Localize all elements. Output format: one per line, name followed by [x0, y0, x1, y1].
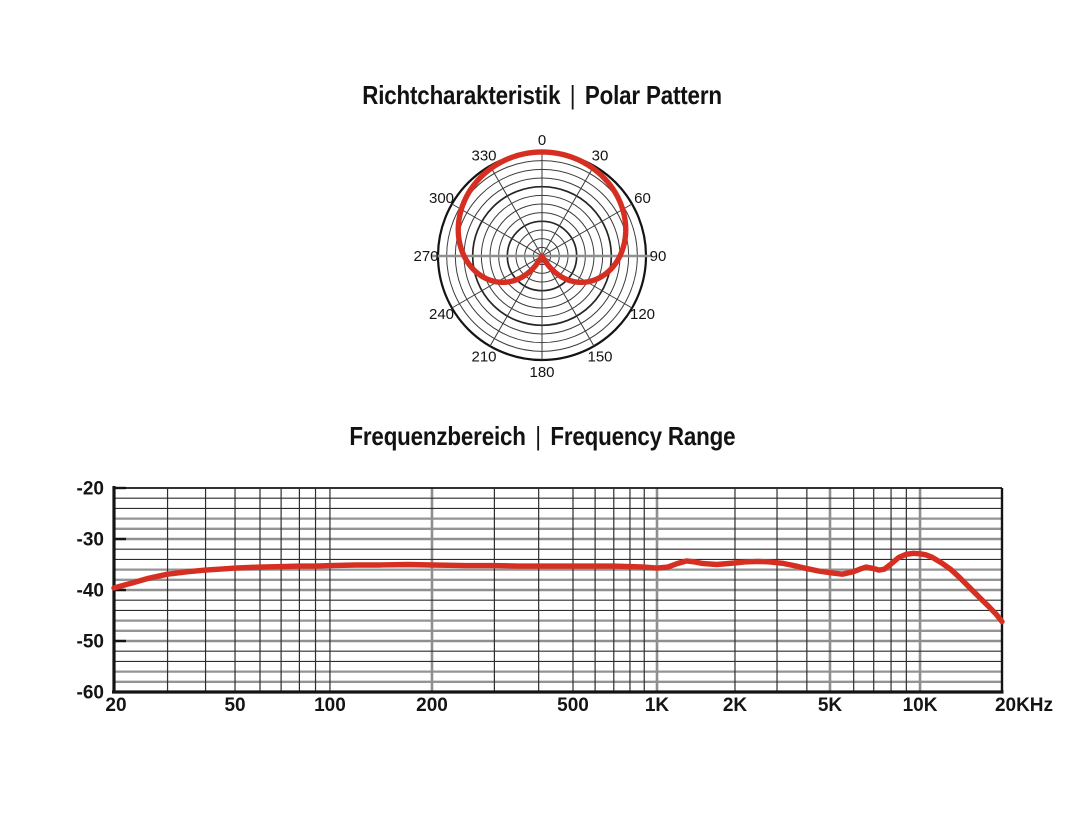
freq-title-german: Frequenzbereich	[349, 421, 527, 451]
polar-angle-label: 90	[650, 248, 667, 265]
polar-title-english: Polar Pattern	[585, 80, 723, 110]
polar-angle-label: 300	[429, 190, 454, 207]
polar-title-separator: |	[570, 80, 576, 110]
x-tick-label: 1K	[645, 695, 670, 716]
polar-angle-label: 240	[429, 306, 454, 323]
x-tick-label: 2K	[723, 695, 748, 716]
frequency-response-curve	[111, 550, 1005, 625]
x-tick-label: 20KHz	[995, 695, 1053, 716]
y-tick-label: -30	[77, 530, 104, 551]
x-tick-label: 50	[224, 695, 245, 716]
polar-angle-label: 0	[538, 132, 546, 149]
polar-angle-label: 210	[471, 349, 496, 366]
freq-grid-minor	[114, 487, 1002, 692]
polar-angle-label: 30	[592, 148, 609, 165]
polar-angle-labels: 0 30 60 90 120 150 180 210 240 270 300 330	[413, 132, 666, 381]
freq-title-english: Frequency Range	[550, 421, 736, 451]
y-tick-label: -40	[77, 581, 104, 602]
freq-title-separator: |	[535, 421, 541, 451]
polar-title-german: Richtcharakteristik	[362, 80, 561, 110]
polar-angle-label: 330	[471, 148, 496, 165]
polar-angle-label: 120	[630, 306, 655, 323]
x-tick-label: 20	[105, 695, 126, 716]
polar-angle-label: 180	[529, 364, 554, 381]
polar-curve	[455, 149, 629, 286]
x-tick-label: 10K	[903, 695, 938, 716]
freq-y-tick-labels: -20 -30 -40 -50 -60	[77, 479, 104, 704]
polar-pattern-chart: 0 30 60 90 120 150 180 210 240 270 300 330	[413, 132, 666, 381]
y-tick-label: -50	[77, 632, 104, 653]
y-tick-label: -60	[77, 683, 104, 704]
polar-chart-title: Richtcharakteristik | Polar Pattern	[0, 80, 1085, 111]
y-tick-label: -20	[77, 479, 104, 500]
polar-angle-label: 60	[634, 190, 651, 207]
polar-angle-label: 150	[587, 349, 612, 366]
x-tick-label: 500	[557, 695, 589, 716]
x-tick-label: 200	[416, 695, 448, 716]
polar-angle-label: 270	[413, 248, 438, 265]
freq-x-tick-labels: 20 50 100 200 500 1K 2K 5K 10K 20KHz	[105, 695, 1053, 716]
x-tick-label: 5K	[818, 695, 843, 716]
frequency-chart-title: Frequenzbereich | Frequency Range	[0, 421, 1085, 452]
x-tick-label: 100	[314, 695, 346, 716]
